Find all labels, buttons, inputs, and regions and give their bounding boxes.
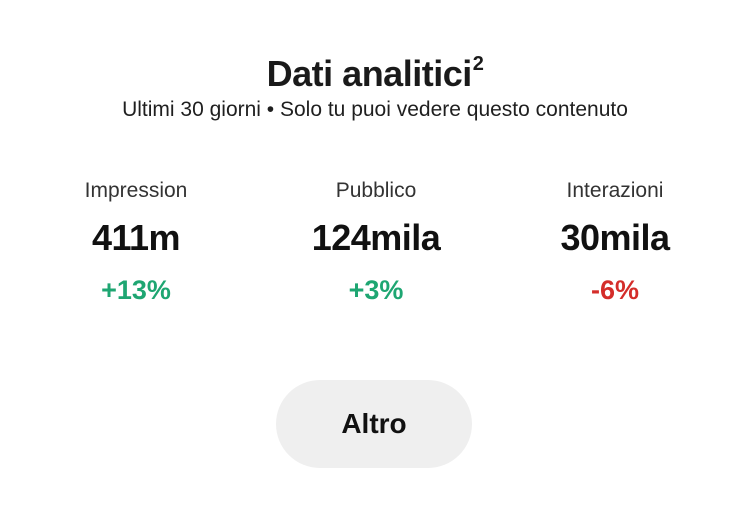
stats-row: Impression 411m +13% Pubblico 124mila +3… (0, 175, 750, 325)
stat-value: 411m (91, 217, 181, 258)
stat-change: +13% (101, 275, 171, 305)
stat-change: +3% (348, 275, 404, 305)
title-footnote-marker: 2 (472, 53, 484, 75)
stat-pubblico: Pubblico 124mila +3% (256, 175, 496, 307)
page-subtitle: Ultimi 30 giorni • Solo tu puoi vedere q… (122, 98, 628, 121)
stat-value: 30mila (560, 217, 670, 258)
page-title-text: Dati analitici (266, 53, 473, 94)
stat-change: -6% (590, 275, 639, 305)
stat-label: Pubblico (335, 179, 417, 202)
stat-impression: Impression 411m +13% (16, 175, 256, 307)
stat-label: Interazioni (566, 179, 664, 202)
stat-label: Impression (84, 179, 188, 202)
stat-value: 124mila (311, 217, 441, 258)
more-button[interactable]: Altro (276, 380, 472, 468)
stat-interazioni: Interazioni 30mila -6% (495, 175, 735, 307)
page-title: Dati analitici2 (0, 40, 750, 98)
